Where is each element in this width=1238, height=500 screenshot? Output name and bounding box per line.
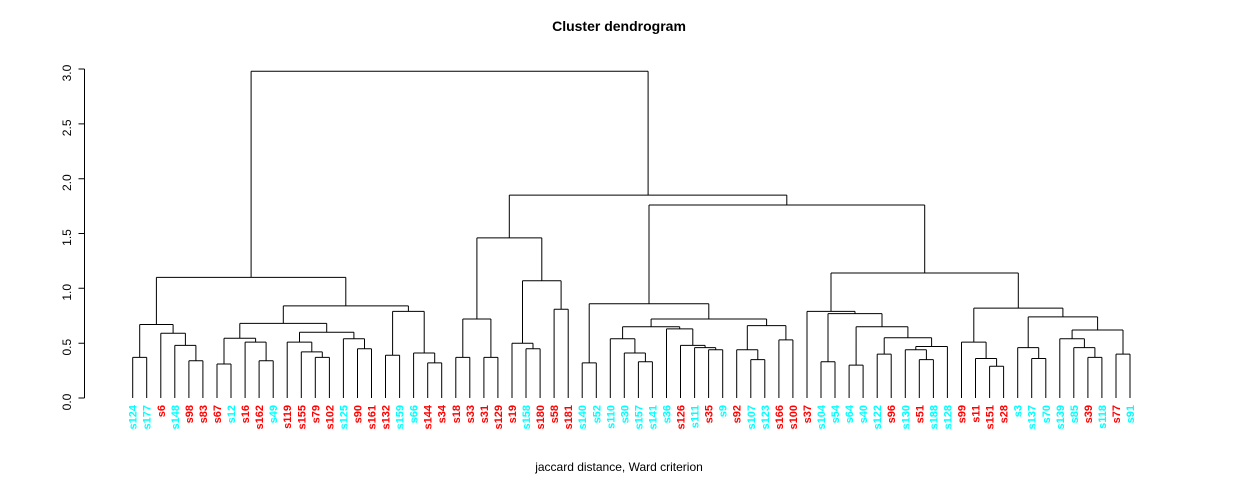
leaf-label-s31: s31 — [479, 405, 491, 423]
leaf-label-s67: s67 — [212, 405, 224, 423]
leaf-label-s90: s90 — [352, 405, 364, 423]
leaf-label-s111: s111 — [690, 405, 702, 428]
leaf-label-s166: s166 — [774, 405, 786, 429]
leaf-label-s144: s144 — [423, 404, 435, 429]
leaf-label-s123: s123 — [760, 405, 772, 429]
leaf-label-s132: s132 — [381, 405, 393, 429]
leaf-label-s107: s107 — [746, 405, 758, 429]
leaf-label-s39: s39 — [1083, 405, 1095, 423]
leaf-label-s128: s128 — [942, 405, 954, 429]
leaf-label-s36: s36 — [661, 405, 673, 423]
leaf-label-s119: s119 — [282, 405, 294, 429]
leaf-label-s35: s35 — [704, 405, 716, 423]
leaf-label-s52: s52 — [591, 405, 603, 423]
leaf-label-s148: s148 — [170, 405, 182, 429]
leaf-label-s140: s140 — [577, 405, 589, 429]
leaf-label-s130: s130 — [900, 405, 912, 429]
leaf-label-s126: s126 — [676, 405, 688, 429]
leaf-label-s157: s157 — [633, 405, 645, 429]
leaf-label-s122: s122 — [872, 405, 884, 429]
y-tick-label: 3.0 — [60, 64, 74, 81]
leaf-label-s85: s85 — [1069, 405, 1081, 423]
leaf-label-s64: s64 — [844, 404, 856, 423]
leaf-label-s91: s91 — [1125, 405, 1137, 423]
leaf-label-s96: s96 — [886, 405, 898, 423]
leaf-label-s110: s110 — [605, 405, 617, 429]
leaf-label-s28: s28 — [999, 405, 1011, 423]
leaf-label-s92: s92 — [732, 405, 744, 423]
dendrogram-tree-lines — [78, 68, 1131, 399]
leaf-label-s124: s124 — [128, 404, 140, 429]
leaf-label-s180: s180 — [535, 405, 547, 429]
leaf-label-s100: s100 — [788, 405, 800, 429]
leaf-label-s161: s161 — [366, 405, 378, 429]
leaf-label-s162: s162 — [254, 405, 266, 429]
chart-title: Cluster dendrogram — [552, 18, 686, 34]
leaf-label-s137: s137 — [1027, 405, 1039, 429]
leaf-label-s98: s98 — [184, 405, 196, 423]
leaf-label-s19: s19 — [507, 405, 519, 423]
leaf-label-s151: s151 — [985, 405, 997, 429]
leaf-label-s49: s49 — [268, 405, 280, 423]
leaf-label-s158: s158 — [521, 405, 533, 429]
leaf-label-s102: s102 — [324, 405, 336, 429]
leaf-label-s58: s58 — [549, 405, 561, 423]
leaf-label-s40: s40 — [858, 405, 870, 423]
leaf-label-s66: s66 — [409, 405, 421, 423]
leaf-label-s125: s125 — [338, 405, 350, 429]
leaf-label-s83: s83 — [198, 405, 210, 423]
leaf-label-s3: s3 — [1013, 405, 1025, 417]
leaf-label-s51: s51 — [914, 405, 926, 423]
leaf-label-s79: s79 — [310, 405, 322, 423]
leaf-label-s181: s181 — [563, 405, 575, 429]
leaf-label-s188: s188 — [928, 405, 940, 429]
leaf-label-s129: s129 — [493, 405, 505, 429]
leaf-label-s177: s177 — [142, 405, 154, 429]
leaf-label-s12: s12 — [226, 405, 238, 423]
leaf-label-s16: s16 — [240, 405, 252, 423]
leaf-label-s33: s33 — [465, 405, 477, 423]
y-tick-label: 1.0 — [60, 284, 74, 301]
leaf-label-s11: s11 — [971, 405, 983, 423]
leaf-label-s30: s30 — [619, 405, 631, 423]
leaf-label-s104: s104 — [816, 404, 828, 429]
leaf-label-s159: s159 — [395, 405, 407, 429]
y-tick-label: 2.0 — [60, 174, 74, 191]
leaf-label-s6: s6 — [156, 405, 168, 417]
leaf-label-s37: s37 — [802, 405, 814, 423]
leaf-label-s77: s77 — [1111, 405, 1123, 423]
leaf-label-s34: s34 — [437, 404, 449, 423]
leaf-label-s9: s9 — [718, 405, 730, 417]
leaf-label-s99: s99 — [956, 405, 968, 423]
leaf-label-s54: s54 — [830, 404, 842, 423]
leaf-label-s70: s70 — [1041, 405, 1053, 423]
y-tick-label: 0.0 — [60, 393, 74, 410]
y-tick-label: 2.5 — [60, 119, 74, 136]
leaf-label-s118: s118 — [1097, 405, 1109, 429]
y-tick-label: 1.5 — [60, 229, 74, 246]
leaf-label-s139: s139 — [1055, 405, 1067, 429]
x-axis-label: jaccard distance, Ward criterion — [535, 460, 703, 474]
leaf-label-s141: s141 — [647, 405, 659, 429]
leaf-label-s155: s155 — [296, 405, 308, 429]
leaf-label-s18: s18 — [451, 405, 463, 423]
y-tick-label: 0.5 — [60, 339, 74, 356]
